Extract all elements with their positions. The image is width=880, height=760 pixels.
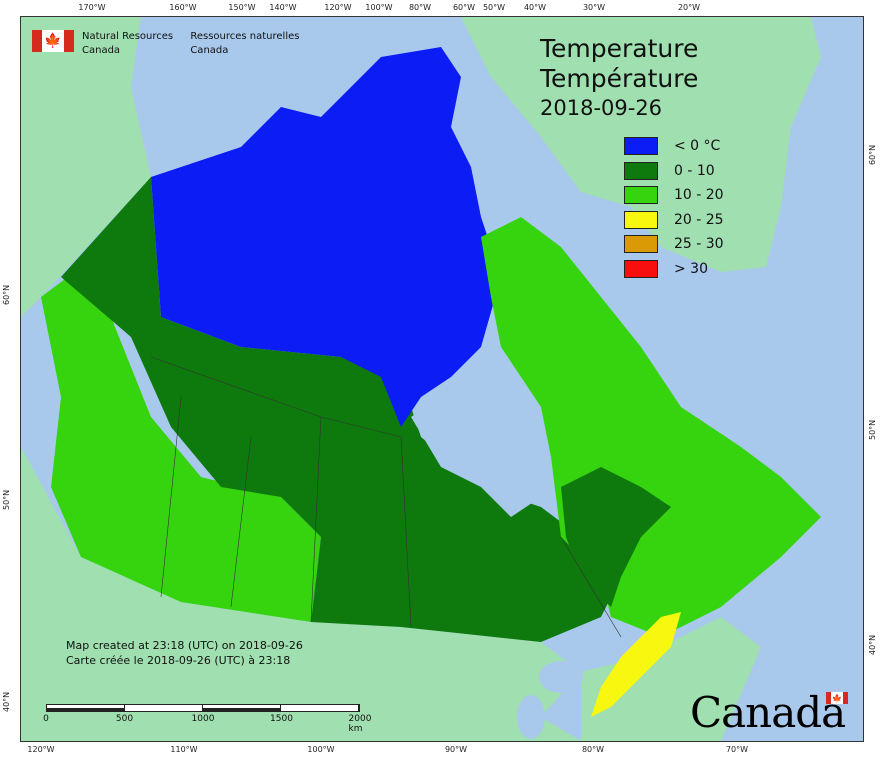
map-date: 2018-09-26 bbox=[540, 96, 663, 120]
legend-item: 25 - 30 bbox=[624, 232, 724, 257]
legend-label: > 30 bbox=[674, 260, 708, 277]
canada-wordmark: Canada bbox=[690, 688, 846, 737]
legend-item: 10 - 20 bbox=[624, 183, 724, 208]
axis-tick-label: 50°N bbox=[868, 419, 877, 440]
agency-names: Natural Resources Canada Ressources natu… bbox=[82, 30, 313, 58]
province-borders bbox=[150, 356, 622, 638]
legend-label: 25 - 30 bbox=[674, 236, 724, 253]
region-south-warm bbox=[591, 612, 681, 717]
axis-tick-label: 60°N bbox=[2, 284, 11, 305]
axis-tick-label: 80°W bbox=[581, 745, 605, 754]
map-frame bbox=[20, 16, 864, 742]
legend-item: > 30 bbox=[624, 257, 724, 282]
axis-tick-label: 110°W bbox=[170, 745, 198, 754]
axis-tick-label: 40°N bbox=[2, 691, 11, 712]
scale-bar: 0 500 1000 1500 2000 km bbox=[43, 704, 371, 734]
great-lake bbox=[539, 661, 583, 693]
usa-landmass bbox=[21, 447, 581, 741]
axis-tick-label: 50°N bbox=[2, 489, 11, 510]
axis-tick-label: 20°W bbox=[677, 3, 701, 12]
scale-label: 1500 bbox=[270, 714, 293, 724]
axis-tick-label: 140°W bbox=[269, 3, 297, 12]
agency-name-en: Natural Resources bbox=[82, 31, 174, 42]
axis-tick-label: 90°W bbox=[444, 745, 468, 754]
legend-swatch bbox=[624, 259, 658, 278]
region-west-mild bbox=[41, 267, 321, 622]
region-quebec-cool bbox=[561, 467, 671, 607]
alaska-landmass bbox=[21, 17, 151, 317]
region-central-cool bbox=[61, 177, 611, 642]
title-en: Temperature bbox=[540, 34, 699, 63]
axis-tick-label: 150°W bbox=[228, 3, 256, 12]
axis-tick-label: 30°W bbox=[582, 3, 606, 12]
great-lake bbox=[517, 695, 545, 739]
legend-swatch bbox=[624, 235, 658, 254]
maple-leaf-icon: 🍁 bbox=[42, 30, 64, 52]
axis-tick-label: 120°W bbox=[324, 3, 352, 12]
axis-tick-label: 80°W bbox=[408, 3, 432, 12]
scale-track bbox=[46, 704, 360, 712]
axis-tick-label: 40°N bbox=[868, 634, 877, 655]
title-fr: Température bbox=[540, 64, 699, 93]
axis-tick-label: 120°W bbox=[27, 745, 55, 754]
axis-tick-label: 170°W bbox=[78, 3, 106, 12]
agency-country-fr: Canada bbox=[190, 45, 229, 56]
legend-label: 10 - 20 bbox=[674, 187, 724, 204]
map-title: Temperature Température 2018-09-26 bbox=[540, 34, 698, 122]
legend-label: 20 - 25 bbox=[674, 211, 724, 228]
axis-tick-label: 160°W bbox=[169, 3, 197, 12]
canada-flag-icon: 🍁 bbox=[32, 30, 74, 52]
axis-tick-label: 60°W bbox=[452, 3, 476, 12]
scale-label: 1000 bbox=[191, 714, 215, 724]
axis-tick-label: 50°W bbox=[482, 3, 506, 12]
agency-name-fr: Ressources naturelles bbox=[190, 31, 300, 42]
scale-labels: 0 500 1000 1500 2000 km bbox=[43, 712, 371, 734]
agency-signature: 🍁 Natural Resources Canada Ressources na… bbox=[32, 30, 313, 58]
legend-item: < 0 °C bbox=[624, 134, 724, 159]
axis-tick-label: 70°W bbox=[725, 745, 749, 754]
region-arctic-cold bbox=[151, 47, 501, 427]
scale-label: 0 bbox=[43, 714, 49, 724]
temperature-map bbox=[21, 17, 821, 741]
map-credits: Map created at 23:18 (UTC) on 2018-09-26… bbox=[66, 638, 303, 668]
axis-tick-label: 100°W bbox=[365, 3, 393, 12]
legend-swatch bbox=[624, 186, 658, 205]
axis-tick-label: 40°W bbox=[523, 3, 547, 12]
legend-label: < 0 °C bbox=[674, 138, 721, 155]
legend-swatch bbox=[624, 137, 658, 156]
hudson-bay bbox=[411, 377, 551, 517]
wordmark-flag-icon: 🍁 bbox=[826, 692, 848, 704]
legend-swatch bbox=[624, 161, 658, 180]
axis-tick-label: 100°W bbox=[307, 745, 335, 754]
legend-item: 0 - 10 bbox=[624, 159, 724, 184]
legend-swatch bbox=[624, 210, 658, 229]
agency-country-en: Canada bbox=[82, 45, 121, 56]
legend-label: 0 - 10 bbox=[674, 162, 715, 179]
legend: < 0 °C 0 - 10 10 - 20 20 - 25 25 - 30 > 30 bbox=[624, 134, 724, 281]
credit-en: Map created at 23:18 (UTC) on 2018-09-26 bbox=[66, 639, 303, 652]
scale-label: 500 bbox=[115, 714, 134, 724]
legend-item: 20 - 25 bbox=[624, 208, 724, 233]
axis-tick-label: 60°N bbox=[868, 144, 877, 165]
credit-fr: Carte créée le 2018-09-26 (UTC) à 23:18 bbox=[66, 654, 291, 667]
scale-label: 2000 km bbox=[348, 714, 372, 734]
usa-east-landmass bbox=[581, 617, 761, 741]
